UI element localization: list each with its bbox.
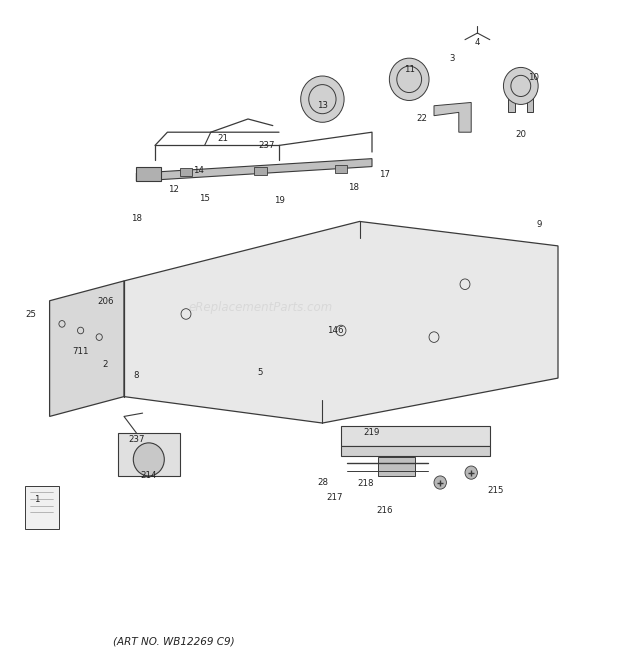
Text: 17: 17 [379, 170, 390, 179]
Text: 13: 13 [317, 101, 328, 110]
Text: (ART NO. WB12269 C9): (ART NO. WB12269 C9) [113, 636, 234, 646]
Text: 8: 8 [134, 371, 139, 380]
Circle shape [309, 85, 336, 114]
Text: 19: 19 [273, 196, 285, 205]
Text: 10: 10 [528, 73, 539, 83]
Polygon shape [341, 446, 490, 456]
Text: 5: 5 [258, 368, 263, 377]
Circle shape [389, 58, 429, 100]
Text: 9: 9 [537, 220, 542, 229]
Text: 217: 217 [327, 492, 343, 502]
Text: 3: 3 [450, 54, 455, 63]
Text: 4: 4 [475, 38, 480, 48]
Text: 711: 711 [73, 347, 89, 356]
Circle shape [397, 66, 422, 93]
Text: 218: 218 [358, 479, 374, 488]
Polygon shape [118, 433, 180, 476]
Circle shape [434, 476, 446, 489]
Circle shape [301, 76, 344, 122]
Text: 219: 219 [364, 428, 380, 438]
Text: 11: 11 [404, 65, 415, 74]
Text: 22: 22 [416, 114, 427, 124]
Text: 18: 18 [348, 183, 359, 192]
Polygon shape [50, 281, 124, 416]
Text: 216: 216 [376, 506, 392, 515]
Text: 206: 206 [97, 297, 113, 306]
Circle shape [133, 443, 164, 476]
Text: eReplacementParts.com: eReplacementParts.com [188, 301, 332, 314]
Polygon shape [508, 96, 533, 112]
Text: 237: 237 [128, 435, 144, 444]
Text: 20: 20 [515, 130, 526, 139]
Circle shape [465, 466, 477, 479]
Polygon shape [124, 221, 558, 423]
Text: 1: 1 [35, 494, 40, 504]
Circle shape [503, 67, 538, 104]
Text: 25: 25 [25, 310, 37, 319]
Text: 146: 146 [327, 326, 343, 335]
Text: 2: 2 [103, 360, 108, 369]
Bar [25, 486, 59, 529]
Circle shape [511, 75, 531, 97]
Polygon shape [434, 102, 471, 132]
Polygon shape [136, 159, 372, 181]
Polygon shape [136, 167, 161, 181]
Text: 12: 12 [168, 184, 179, 194]
Text: 18: 18 [131, 214, 142, 223]
Text: 237: 237 [259, 141, 275, 150]
Text: 28: 28 [317, 478, 328, 487]
Polygon shape [341, 426, 490, 446]
Bar [254, 167, 267, 175]
Polygon shape [378, 457, 415, 476]
Text: 214: 214 [141, 471, 157, 481]
Text: 14: 14 [193, 166, 204, 175]
Text: 21: 21 [218, 134, 229, 143]
Text: 15: 15 [199, 194, 210, 203]
Bar [180, 168, 192, 176]
Text: 215: 215 [488, 486, 504, 495]
Bar [335, 165, 347, 173]
